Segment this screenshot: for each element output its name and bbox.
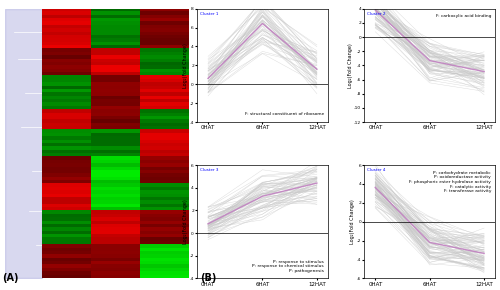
Text: F: carboxylic acid binding: F: carboxylic acid binding (436, 14, 491, 18)
Text: (B): (B) (200, 273, 216, 283)
Y-axis label: Log₂(Fold Change): Log₂(Fold Change) (183, 43, 188, 88)
Text: 0HAT: 0HAT (168, 27, 176, 31)
Text: P: carbohydrate metabolic
P: oxidoreductase activity
F: phosphoric ester hydrola: P: carbohydrate metabolic P: oxidoreduct… (409, 171, 491, 193)
Text: 0HAT: 0HAT (54, 37, 59, 50)
Text: Cluster 2: Cluster 2 (367, 12, 386, 16)
Text: Cluster 4: Cluster 4 (367, 168, 386, 173)
Y-axis label: Log₂(Fold Change): Log₂(Fold Change) (350, 199, 356, 244)
Y-axis label: Log₂(Fold Change): Log₂(Fold Change) (348, 43, 352, 88)
Text: P: response to stimulus
P: response to chemical stimulus
P: pathogenesis: P: response to stimulus P: response to c… (252, 260, 324, 273)
Text: (A): (A) (2, 273, 19, 283)
Y-axis label: Log₂(Fold Change): Log₂(Fold Change) (183, 199, 188, 244)
Text: Cluster 3: Cluster 3 (200, 168, 218, 173)
Text: 6HAT: 6HAT (98, 37, 102, 50)
Text: F: structural constituent of ribosome: F: structural constituent of ribosome (244, 112, 324, 116)
Text: 6HAT: 6HAT (168, 35, 176, 39)
Text: 12HAT: 12HAT (168, 42, 179, 46)
Text: 12HAT: 12HAT (141, 35, 146, 52)
Text: Cluster 1: Cluster 1 (200, 12, 218, 16)
